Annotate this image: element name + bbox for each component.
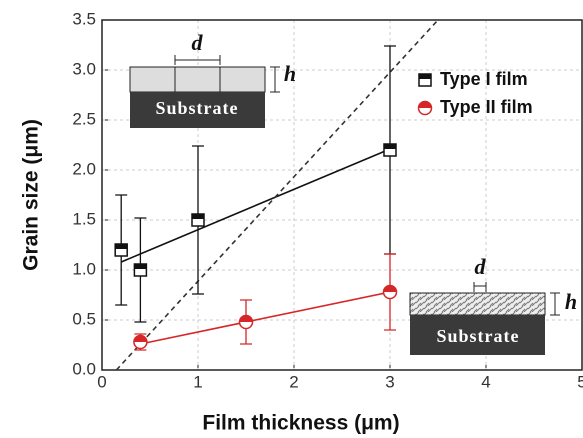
x-tick-label: 4 — [481, 372, 490, 391]
marker-fill — [419, 74, 431, 79]
marker-fill — [418, 101, 432, 108]
x-tick-label: 1 — [193, 372, 202, 391]
x-tick-label: 3 — [385, 372, 394, 391]
x-tick-label: 0 — [97, 372, 106, 391]
y-tick-label: 0.0 — [72, 359, 96, 378]
x-axis-label: Film thickness (μm) — [202, 412, 399, 435]
substrate-label: Substrate — [155, 98, 238, 118]
d-bracket — [174, 55, 221, 65]
marker-fill — [384, 144, 396, 149]
d-label: d — [192, 30, 204, 55]
legend: Type I film Type II film — [417, 69, 533, 117]
x-tick-label: 2 — [289, 372, 298, 391]
h-bracket — [550, 292, 560, 316]
d-bracket — [473, 282, 487, 292]
inset-type-1: d h Substrate — [129, 30, 296, 128]
fit-line — [120, 148, 391, 263]
y-tick-label: 3.0 — [72, 59, 96, 78]
y-tick-label: 2.5 — [72, 109, 96, 128]
substrate — [130, 92, 265, 128]
film-layer — [129, 66, 266, 93]
inset-type-2: d h Substrate — [409, 254, 577, 355]
substrate-label: Substrate — [436, 326, 519, 346]
marker-fill — [115, 244, 128, 249]
legend-label: Type I film — [440, 69, 528, 89]
y-tick-label: 1.0 — [72, 259, 96, 278]
y-tick-label: 2.0 — [72, 159, 96, 178]
d-label: d — [475, 254, 487, 279]
marker-fill — [134, 264, 147, 269]
y-tick-label: 3.5 — [72, 9, 96, 28]
fit-line — [115, 19, 439, 371]
marker-fill — [192, 214, 204, 219]
marker-fill — [133, 335, 147, 342]
h-bracket — [270, 66, 280, 93]
marker-fill — [239, 315, 253, 322]
legend-label: Type II film — [440, 97, 533, 117]
y-axis-label: Grain size (μm) — [20, 119, 43, 271]
data-marks — [114, 45, 398, 351]
substrate — [410, 315, 545, 355]
marker-fill — [383, 285, 397, 292]
h-label: h — [284, 61, 296, 86]
h-label: h — [565, 289, 577, 314]
fit-line — [140, 291, 391, 345]
y-tick-label: 0.5 — [72, 309, 96, 328]
y-tick-label: 1.5 — [72, 209, 96, 228]
film-layer — [409, 292, 546, 316]
x-tick-label: 5 — [577, 372, 583, 391]
fit-lines — [115, 19, 439, 371]
plot-frame — [101, 19, 583, 371]
